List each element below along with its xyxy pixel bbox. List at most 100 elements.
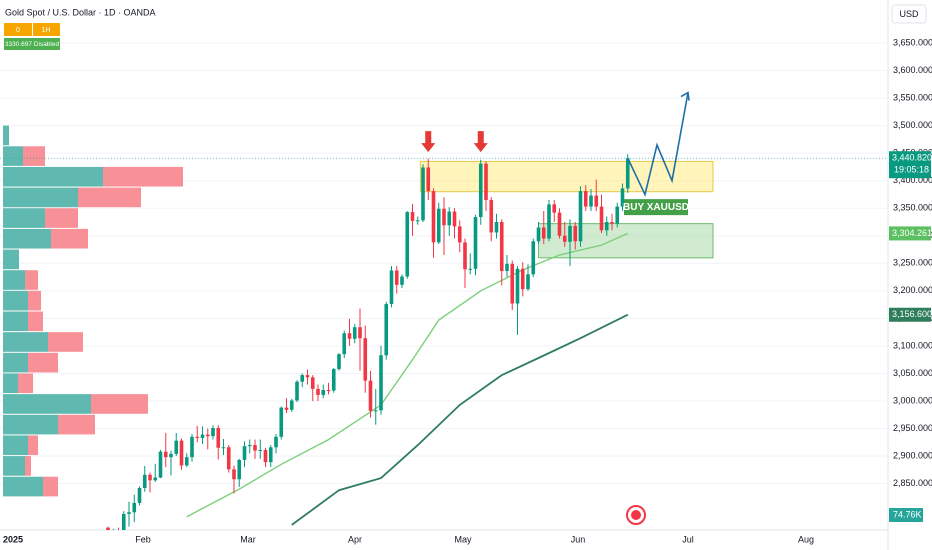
last-price-tag: 3,440.820 xyxy=(892,153,932,163)
candle-body xyxy=(379,355,383,411)
chart-title: Gold Spot / U.S. Dollar · 1D · OANDA xyxy=(5,7,156,17)
candle-body xyxy=(494,222,499,233)
candle-body xyxy=(604,222,609,231)
candle-body xyxy=(300,375,305,382)
candle-body xyxy=(405,212,410,277)
candle-body xyxy=(326,389,331,391)
profile-up xyxy=(3,373,18,394)
ma-tag-box xyxy=(889,226,931,241)
volume-tag-box xyxy=(889,508,923,522)
candle-body xyxy=(384,304,389,356)
candle-body xyxy=(247,445,252,447)
x-tick-label: Apr xyxy=(348,534,362,544)
candle-body xyxy=(352,327,357,339)
countdown: 19:05:18 xyxy=(894,165,929,175)
badge-box xyxy=(4,23,32,36)
candle-body xyxy=(389,270,394,305)
candle-body xyxy=(179,440,184,466)
y-tick-label: 3,050.000 xyxy=(893,368,932,378)
candle-body xyxy=(489,199,494,233)
candle-body xyxy=(263,450,268,463)
candle-body xyxy=(400,276,404,285)
candle-body xyxy=(394,270,399,285)
profile-down xyxy=(78,187,141,208)
volume-tag: 74.76K xyxy=(893,509,922,519)
candle-body xyxy=(216,427,221,448)
candle-body xyxy=(610,222,614,224)
profile-down xyxy=(91,394,148,414)
candle-body xyxy=(578,191,583,242)
buy-label: BUY XAUUSD xyxy=(623,202,689,213)
candle-body xyxy=(195,436,200,438)
y-tick-label: 3,500.000 xyxy=(893,120,932,130)
resistance-zone xyxy=(419,160,714,193)
x-tick-label: Aug xyxy=(798,534,814,544)
profile-down xyxy=(28,290,41,311)
y-tick-label: 3,200.000 xyxy=(893,285,932,295)
candle-body xyxy=(526,274,530,290)
profile-down xyxy=(18,373,33,394)
candle-body xyxy=(531,241,536,275)
y-tick-label: 3,000.000 xyxy=(893,395,932,405)
profile-up xyxy=(3,166,103,187)
candle-body xyxy=(373,410,378,412)
candle-body xyxy=(221,447,226,449)
candle-body xyxy=(321,389,326,395)
profile-up xyxy=(3,249,19,270)
buy-label-box xyxy=(624,199,688,216)
candle-body xyxy=(232,469,236,480)
candle-body xyxy=(132,502,137,513)
x-tick-label: Mar xyxy=(240,534,256,544)
candle-body xyxy=(568,225,572,242)
profile-down xyxy=(103,166,183,187)
down-arrow xyxy=(421,131,436,153)
candle-body xyxy=(158,451,163,478)
candle-body xyxy=(342,333,347,355)
candle-body xyxy=(347,333,352,339)
candle-body xyxy=(499,222,504,272)
candle-body xyxy=(431,191,436,243)
candle-body xyxy=(163,451,168,458)
profile-up xyxy=(3,476,43,497)
candle-body xyxy=(316,388,320,395)
moving-average xyxy=(186,232,629,518)
status-box xyxy=(4,38,60,50)
badge-box xyxy=(33,23,60,36)
candle-body xyxy=(253,445,257,451)
candle-body xyxy=(205,434,210,437)
candle-body xyxy=(426,167,431,192)
y-tick-label: 3,100.000 xyxy=(893,340,932,350)
candle-body xyxy=(368,380,373,411)
candle-body xyxy=(363,338,368,381)
profile-up xyxy=(3,332,48,352)
candle-body xyxy=(463,242,467,270)
candle-body xyxy=(415,220,420,222)
y-tick-label: 3,350.000 xyxy=(893,203,932,213)
support-zone xyxy=(538,223,714,259)
candle-body xyxy=(106,527,110,530)
projection xyxy=(627,92,689,197)
y-tick-label: 3,600.000 xyxy=(893,65,932,75)
candle-body xyxy=(589,195,593,207)
profile-down xyxy=(51,228,88,249)
y-tick-label: 2,900.000 xyxy=(893,450,932,460)
profile-down xyxy=(43,476,58,497)
candle-body xyxy=(310,377,315,389)
profile-up xyxy=(3,435,28,456)
profile-down xyxy=(23,146,45,166)
projection-head xyxy=(680,91,690,101)
profile-up xyxy=(3,228,51,249)
candle-body xyxy=(268,447,273,463)
candle-body xyxy=(547,204,551,239)
x-tick-label: May xyxy=(454,534,472,544)
ma-tag: 3,304.261 xyxy=(892,228,932,238)
profile-up xyxy=(3,311,28,332)
currency-box[interactable] xyxy=(891,4,927,24)
candle-body xyxy=(573,225,578,242)
candle-body xyxy=(510,263,515,304)
candle-body xyxy=(457,226,462,243)
candle-body xyxy=(583,191,588,207)
candle-body xyxy=(258,450,263,452)
candle-body xyxy=(557,212,562,236)
currency: USD xyxy=(899,9,919,19)
